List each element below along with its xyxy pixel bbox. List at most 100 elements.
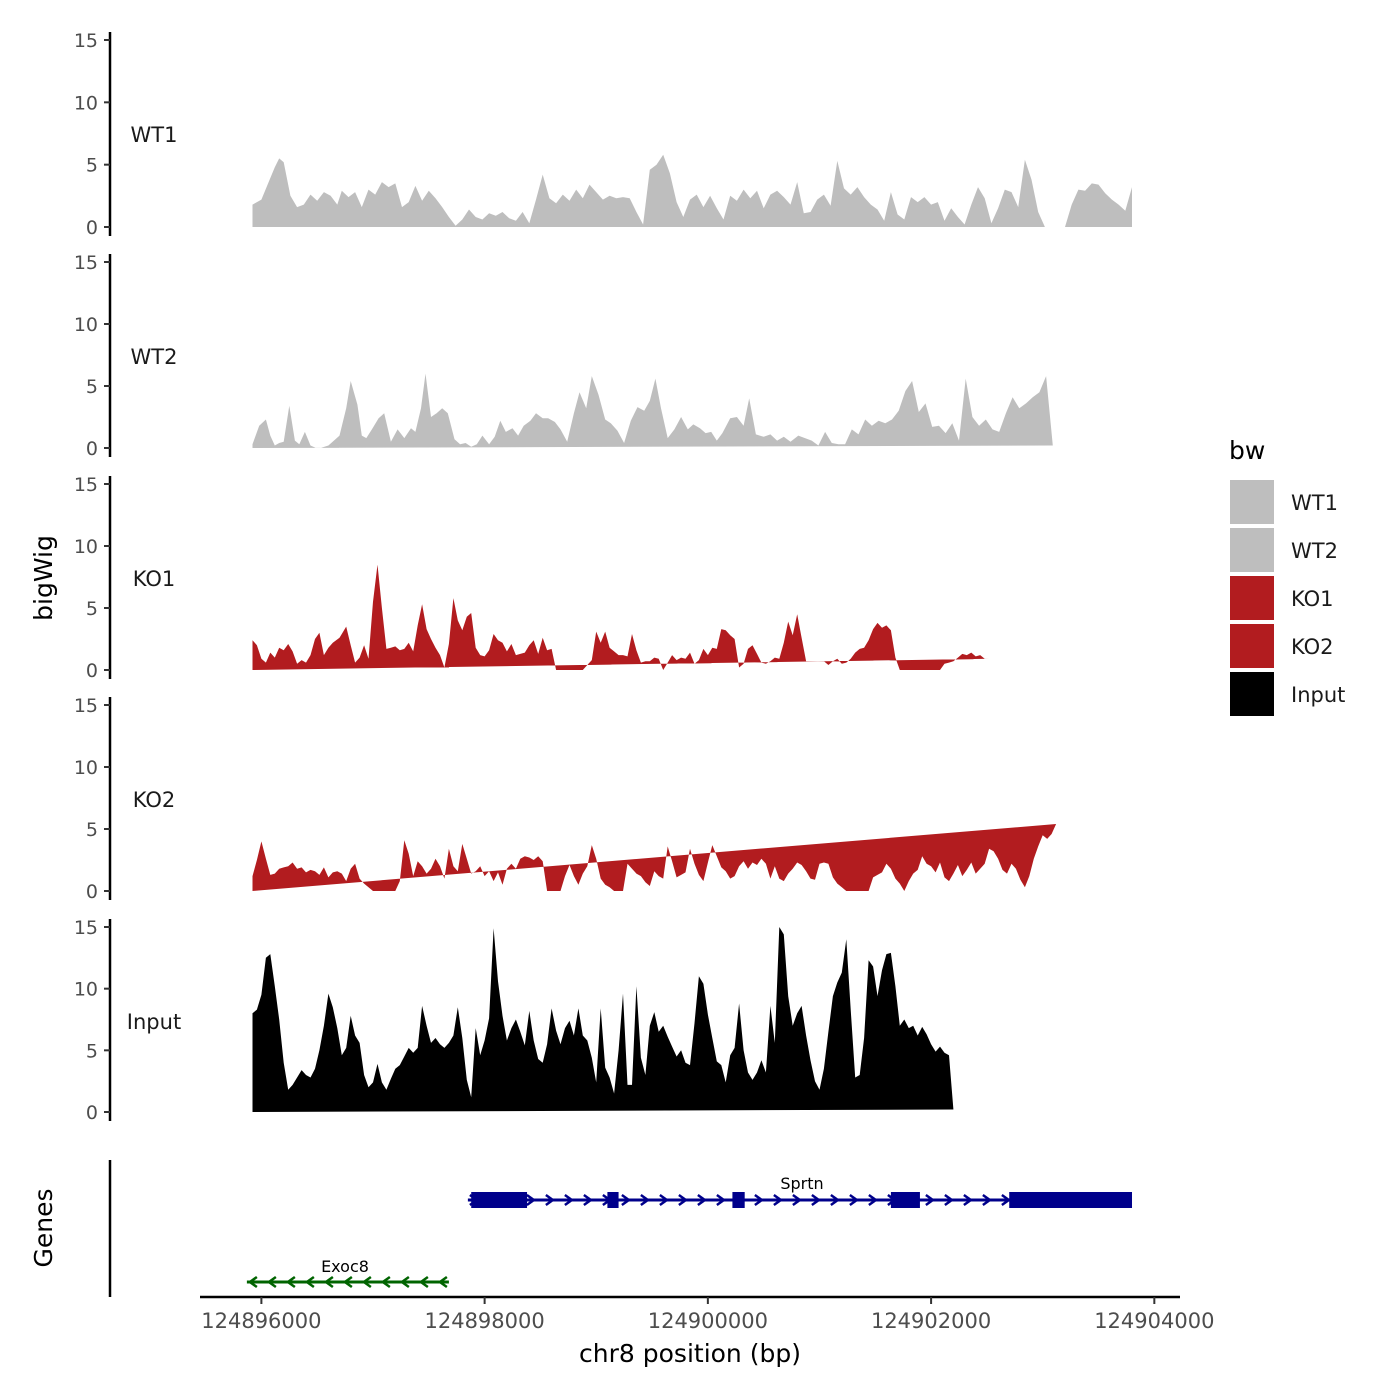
legend-entry-WT2: WT2 (1230, 528, 1338, 572)
y-tick-label: 15 (74, 252, 98, 274)
exon (1009, 1192, 1133, 1208)
y-tick-label: 0 (86, 881, 98, 903)
y-tick-label: 0 (86, 660, 98, 682)
x-tick-label: 124900000 (648, 1309, 768, 1333)
legend-entry-KO2: KO2 (1230, 624, 1334, 668)
strand-arrow (545, 1193, 556, 1207)
legend-label: WT2 (1291, 539, 1338, 563)
strand-arrow (399, 1275, 410, 1289)
y-tick-label: 5 (86, 819, 98, 841)
strand-arrow (868, 1193, 879, 1207)
legend-entry-KO1: KO1 (1230, 576, 1334, 620)
genes-layer: Sprtn Exoc8 (108, 1160, 1133, 1297)
strand-arrow (583, 1193, 594, 1207)
legend-swatch (1230, 576, 1274, 620)
track-KO1: 0 5 10 15 KO1 (74, 474, 990, 682)
y-tick-label: 10 (74, 314, 98, 336)
gene-Exoc8: Exoc8 (246, 1257, 449, 1289)
strand-arrow (247, 1275, 258, 1289)
legend-entry-Input: Input (1230, 672, 1345, 716)
strand-arrow (361, 1275, 372, 1289)
x-axis: 124896000 124898000 124900000 124902000 1249… (200, 1295, 1214, 1333)
track-label-KO2: KO2 (133, 788, 176, 812)
strand-arrow (266, 1275, 277, 1289)
y-axis-title: bigWig (29, 535, 58, 621)
tracks-layer: 0 5 10 15 WT1 0 5 10 15 WT2 0 5 10 15 KO1 0 5 10 15 KO2 0 5 10… (74, 30, 1132, 1124)
legend-entry-WT1: WT1 (1230, 480, 1338, 524)
strand-arrow (285, 1275, 296, 1289)
coverage-area-KO2 (252, 824, 1057, 891)
coverage-area-WT1 (252, 154, 1132, 227)
exon (471, 1192, 528, 1208)
legend-label: WT1 (1291, 491, 1338, 515)
exon (890, 1192, 920, 1208)
y-tick-label: 5 (86, 598, 98, 620)
strand-arrow (811, 1193, 822, 1207)
strand-arrow (621, 1193, 632, 1207)
x-tick-label: 124898000 (424, 1309, 544, 1333)
y-tick-label: 15 (74, 474, 98, 496)
track-label-KO1: KO1 (133, 567, 176, 591)
strand-arrow (830, 1193, 841, 1207)
y-tick-label: 10 (74, 92, 98, 114)
y-tick-label: 5 (86, 1040, 98, 1062)
track-WT1: 0 5 10 15 WT1 (74, 30, 1132, 239)
legend-title: bw (1229, 436, 1265, 465)
strand-arrow (944, 1193, 955, 1207)
strand-arrow (678, 1193, 689, 1207)
x-axis-title: chr8 position (bp) (579, 1339, 801, 1368)
y-tick-label: 0 (86, 438, 98, 460)
gene-label-Sprtn: Sprtn (780, 1174, 823, 1193)
strand-arrow (526, 1193, 537, 1207)
strand-arrow (792, 1193, 803, 1207)
strand-arrow (925, 1193, 936, 1207)
x-tick-label: 124902000 (871, 1309, 991, 1333)
strand-arrow (342, 1275, 353, 1289)
strand-arrow (418, 1275, 429, 1289)
track-label-Input: Input (127, 1010, 181, 1034)
exon (732, 1192, 745, 1208)
x-tick-label: 124896000 (201, 1309, 321, 1333)
y-tick-label: 5 (86, 155, 98, 177)
strand-arrow (754, 1193, 765, 1207)
y-tick-label: 0 (86, 217, 98, 239)
legend-swatch (1230, 480, 1274, 524)
strand-arrow (1001, 1193, 1012, 1207)
legend-label: KO2 (1291, 635, 1334, 659)
strand-arrow (304, 1275, 315, 1289)
track-WT2: 0 5 10 15 WT2 (74, 252, 1053, 460)
y-tick-label: 15 (74, 30, 98, 52)
genes-axis-title: Genes (29, 1188, 58, 1267)
gene-label-Exoc8: Exoc8 (321, 1257, 369, 1276)
track-KO2: 0 5 10 15 KO2 (74, 695, 1057, 903)
legend: WT1 WT2 KO1 KO2 Input (1230, 480, 1345, 716)
strand-arrow (437, 1275, 448, 1289)
strand-arrow (849, 1193, 860, 1207)
track-label-WT2: WT2 (131, 345, 178, 369)
strand-arrow (640, 1193, 651, 1207)
y-tick-label: 10 (74, 536, 98, 558)
legend-label: Input (1291, 683, 1345, 707)
strand-arrow (963, 1193, 974, 1207)
legend-swatch (1230, 624, 1274, 668)
coverage-area-WT2 (252, 373, 1053, 448)
legend-label: KO1 (1291, 587, 1334, 611)
track-Input: 0 5 10 15 Input (74, 917, 954, 1124)
strand-arrow (564, 1193, 575, 1207)
gene-Sprtn: Sprtn (467, 1174, 1133, 1208)
y-tick-label: 5 (86, 376, 98, 398)
strand-arrow (716, 1193, 727, 1207)
legend-swatch (1230, 672, 1274, 716)
y-tick-label: 10 (74, 757, 98, 779)
y-tick-label: 15 (74, 917, 98, 939)
strand-arrow (659, 1193, 670, 1207)
strand-arrow (380, 1275, 391, 1289)
strand-arrow (982, 1193, 993, 1207)
y-tick-label: 0 (86, 1102, 98, 1124)
coverage-area-Input (252, 927, 954, 1112)
track-label-WT1: WT1 (131, 123, 178, 147)
x-tick-label: 124904000 (1094, 1309, 1214, 1333)
exon (607, 1192, 619, 1208)
strand-arrow (697, 1193, 708, 1207)
